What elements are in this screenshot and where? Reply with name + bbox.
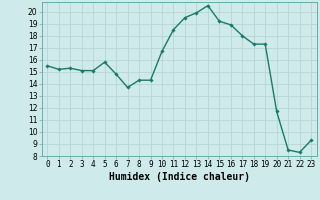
- X-axis label: Humidex (Indice chaleur): Humidex (Indice chaleur): [109, 172, 250, 182]
